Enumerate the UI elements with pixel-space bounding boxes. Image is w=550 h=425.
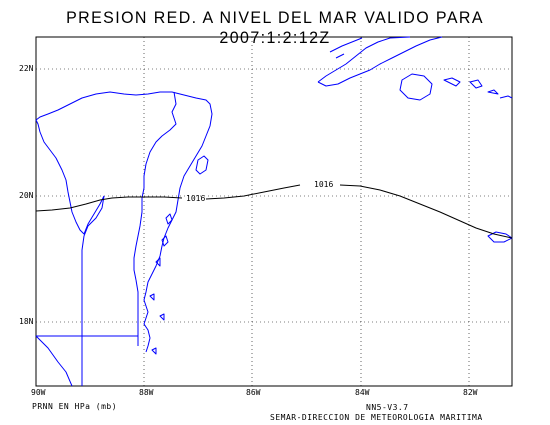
- island-juventud: [399, 73, 433, 101]
- island-cozumel: [195, 155, 209, 175]
- lon-label-84w: 84W: [355, 388, 370, 397]
- variable-caption: PRNN EN HPa (mb): [32, 402, 118, 411]
- source-caption: SEMAR-DIRECCION DE METEOROLOGIA MARITIMA: [270, 413, 483, 422]
- lat-label-20n: 20N: [19, 191, 34, 200]
- lon-label-82w: 82W: [463, 388, 478, 397]
- lat-label-22n: 22N: [19, 64, 34, 73]
- coastline-cuba-west: [317, 36, 443, 87]
- border-tabasco: [35, 335, 73, 387]
- coastline-yucatan: [35, 91, 213, 353]
- lon-label-90w: 90W: [31, 388, 46, 397]
- coastlines: [35, 36, 513, 387]
- border-belize: [135, 279, 139, 346]
- coastline-campeche: [35, 119, 105, 235]
- isobar-1016: [35, 184, 513, 239]
- coastline-cuba-north: [329, 37, 363, 59]
- border-campeche-east: [81, 195, 105, 386]
- cays-south-cuba: [443, 77, 513, 99]
- map-title: PRESION RED. A NIVEL DEL MAR VALIDO PARA…: [66, 8, 484, 47]
- lon-label-86w: 86W: [246, 388, 261, 397]
- model-version: NN5-V3.7: [366, 403, 409, 412]
- isobar-label: 1016: [314, 180, 334, 189]
- map-frame: [35, 36, 513, 387]
- cays-qroo: [149, 213, 173, 355]
- isobar-label: 1016: [186, 194, 206, 203]
- graticule: [36, 37, 512, 386]
- lon-label-88w: 88W: [139, 388, 154, 397]
- lat-label-18n: 18N: [19, 317, 34, 326]
- border-yucatan-qroo: [133, 91, 177, 281]
